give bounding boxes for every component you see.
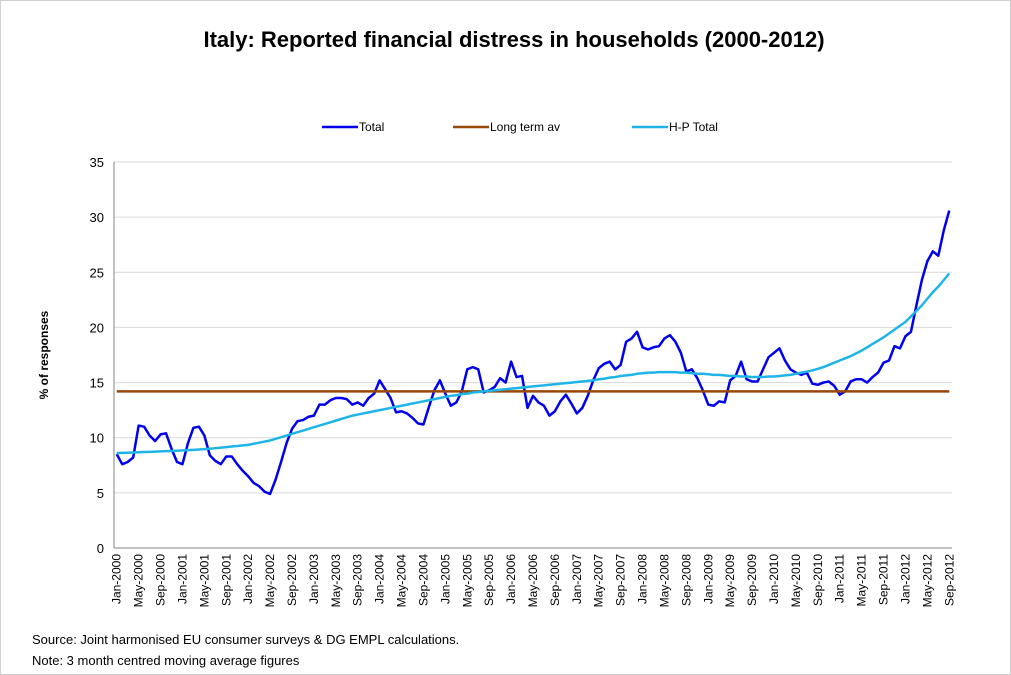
y-tick-label: 25 xyxy=(90,265,104,280)
x-tick-label: Sep-2012 xyxy=(942,554,956,606)
y-tick-label: 5 xyxy=(97,486,104,501)
x-tick-label: May-2004 xyxy=(395,554,409,608)
x-tick-label: May-2006 xyxy=(526,554,540,608)
legend-label: Long term av xyxy=(490,120,560,134)
x-tick-label: Sep-2006 xyxy=(548,554,562,606)
x-tick-label: May-2010 xyxy=(789,554,803,608)
x-tick-label: Jan-2003 xyxy=(307,554,321,604)
x-tick-label: Jan-2001 xyxy=(175,554,189,604)
x-tick-label: Jan-2004 xyxy=(373,554,387,604)
x-tick-label: Sep-2005 xyxy=(482,554,496,606)
note: Note: 3 month centred moving average fig… xyxy=(32,653,300,668)
x-tick-label: Jan-2000 xyxy=(110,554,124,604)
x-tick-label: May-2005 xyxy=(460,554,474,608)
x-tick-label: Jan-2012 xyxy=(898,554,912,604)
x-tick-label: Sep-2000 xyxy=(154,554,168,606)
x-tick-label: Jan-2011 xyxy=(833,554,847,603)
x-tick-label: May-2008 xyxy=(657,554,671,608)
y-axis-label: % of responses xyxy=(37,310,51,399)
x-tick-label: May-2011 xyxy=(855,554,869,607)
x-tick-label: Sep-2008 xyxy=(679,554,693,606)
x-tick-label: May-2009 xyxy=(723,554,737,608)
x-tick-label: Sep-2002 xyxy=(285,554,299,606)
y-tick-label: 20 xyxy=(90,320,104,335)
x-tick-label: May-2001 xyxy=(197,554,211,608)
y-tick-label: 10 xyxy=(90,431,104,446)
y-tick-label: 0 xyxy=(97,541,104,556)
x-tick-label: Sep-2001 xyxy=(219,554,233,606)
x-tick-label: Jan-2002 xyxy=(241,554,255,604)
y-tick-label: 30 xyxy=(90,210,104,225)
x-tick-label: Sep-2011 xyxy=(877,554,891,605)
x-tick-label: Sep-2007 xyxy=(614,554,628,606)
x-tick-label: Sep-2009 xyxy=(745,554,759,606)
x-tick-label: May-2012 xyxy=(920,554,934,608)
legend-label: Total xyxy=(359,120,384,134)
source-note: Source: Joint harmonised EU consumer sur… xyxy=(32,632,459,647)
x-tick-label: Sep-2004 xyxy=(416,554,430,606)
x-tick-label: Jan-2006 xyxy=(504,554,518,604)
x-tick-label: May-2002 xyxy=(263,554,277,608)
x-tick-label: May-2007 xyxy=(592,554,606,608)
y-tick-label: 35 xyxy=(90,155,104,170)
x-tick-label: Jan-2008 xyxy=(636,554,650,604)
x-tick-label: Jan-2010 xyxy=(767,554,781,604)
x-tick-label: Jan-2009 xyxy=(701,554,715,604)
series-line xyxy=(115,210,951,496)
x-tick-label: Jan-2007 xyxy=(570,554,584,604)
series-line xyxy=(116,272,951,455)
x-tick-label: May-2003 xyxy=(329,554,343,608)
x-tick-label: May-2000 xyxy=(132,554,146,608)
x-tick-label: Sep-2010 xyxy=(811,554,825,606)
y-tick-label: 15 xyxy=(90,376,104,391)
chart-title: Italy: Reported financial distress in ho… xyxy=(203,27,824,52)
x-tick-label: Sep-2003 xyxy=(351,554,365,606)
legend-label: H-P Total xyxy=(669,120,718,134)
x-tick-label: Jan-2005 xyxy=(438,554,452,604)
